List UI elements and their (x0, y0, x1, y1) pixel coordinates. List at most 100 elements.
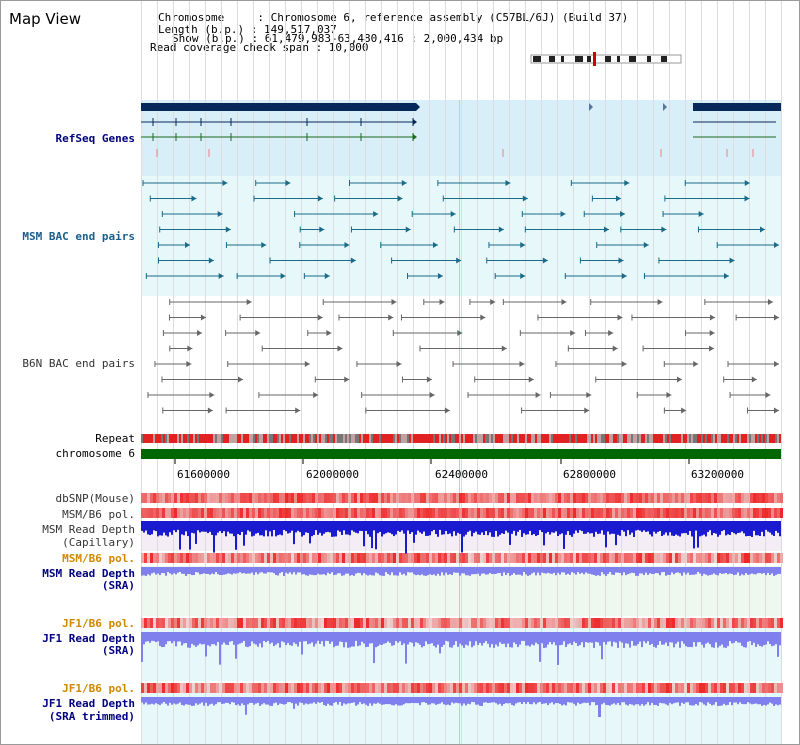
msm-pol-strip (330, 553, 333, 563)
jf1-trimmed-depth-bar (343, 697, 345, 704)
repeat-segment (487, 434, 489, 443)
dbsnp-strip (204, 493, 207, 503)
jf1-pol-strip (246, 618, 249, 628)
repeat-segment (589, 434, 591, 443)
track-label-repeat[interactable]: Repeat (95, 432, 135, 445)
msm-sra-depth-bar (235, 567, 237, 574)
msm-pol-strip (285, 553, 288, 563)
msm-pol-strip (567, 553, 570, 563)
msm-bac-pair-arrow (698, 211, 704, 217)
jf1-sra-depth-bar (349, 632, 351, 648)
b6n-bac-pair-arrow (317, 314, 323, 321)
msm-sra-depth-bar (753, 567, 755, 575)
repeat-segment (221, 434, 223, 443)
dbsnp-strip (375, 493, 378, 503)
msm-sra-depth-bar (411, 567, 413, 573)
jf1-pol-strip (141, 618, 144, 628)
jf1-sra-depth-bar (255, 632, 257, 645)
capillary-depth-bar (597, 521, 599, 534)
msm-sra-depth-bar (391, 567, 393, 573)
dbsnp-strip (639, 493, 642, 503)
msm-pol-strip (249, 508, 252, 518)
track-label-msm-bac[interactable]: MSM BAC end pairs (22, 230, 135, 243)
msm-sra-depth-bar (179, 567, 181, 572)
jf1-sra-depth-bar (431, 632, 433, 644)
jf1-sra-depth-bar (523, 632, 525, 641)
track-label-msm-pol-2[interactable]: MSM/B6 pol. (62, 552, 135, 565)
jf1-pol-strip (507, 618, 510, 628)
jf1-pol-strip (600, 683, 603, 693)
msm-sra-depth-bar (335, 567, 337, 575)
track-label-b6n-bac[interactable]: B6N BAC end pairs (22, 357, 135, 370)
msm-pol-strip (570, 553, 573, 563)
jf1-trimmed-depth-bar (533, 697, 535, 703)
jf1-pol-strip (456, 683, 459, 693)
jf1-pol-strip (576, 683, 579, 693)
msm-sra-depth-bar (683, 567, 685, 573)
jf1-sra-depth-bar (163, 632, 165, 647)
dbsnp-strip (468, 493, 471, 503)
jf1-sra-depth-bar (385, 632, 387, 644)
msm-sra-depth-bar (559, 567, 561, 575)
jf1-pol-strip (537, 683, 540, 693)
track-label-msm-depth-sra[interactable]: MSM Read Depth (42, 567, 135, 580)
capillary-depth-bar (571, 521, 573, 537)
capillary-depth-bar (625, 521, 627, 537)
dbsnp-strip (579, 493, 582, 503)
dbsnp-strip (258, 493, 261, 503)
jf1-sra-depth-bar (225, 632, 227, 645)
msm-pol-strip (414, 508, 417, 518)
msm-bac-pair-arrow (285, 180, 291, 186)
msm-pol-strip (501, 508, 504, 518)
jf1-pol-strip (192, 618, 195, 628)
track-label-jf1-depth-trimmed[interactable]: JF1 Read Depth (42, 697, 135, 710)
capillary-depth-bar (447, 521, 449, 535)
track-label-chromosome[interactable]: chromosome 6 (55, 447, 135, 460)
msm-sra-depth-bar (603, 567, 605, 575)
msm-sra-depth-bar (213, 567, 215, 575)
jf1-trimmed-depth-bar (385, 697, 387, 705)
msm-pol-strip (402, 508, 405, 518)
track-label-refseq[interactable]: RefSeq Genes (55, 132, 135, 145)
jf1-sra-depth-bar (703, 632, 705, 648)
msm-pol-strip (639, 553, 642, 563)
msm-pol-strip (585, 553, 588, 563)
track-label-msm-pol-1[interactable]: MSM/B6 pol. (62, 508, 135, 521)
repeat-segment (745, 434, 747, 443)
msm-sra-depth-bar (233, 567, 235, 574)
msm-sra-depth-bar (677, 567, 679, 573)
track-label-jf1-pol-1[interactable]: JF1/B6 pol. (62, 617, 135, 630)
repeat-segment (209, 434, 211, 443)
jf1-sra-depth-bar (171, 632, 173, 644)
repeat-segment (499, 434, 501, 443)
jf1-sra-depth-bar (455, 632, 457, 642)
jf1-pol-strip (594, 618, 597, 628)
msm-pol-strip (687, 508, 690, 518)
msm-sra-depth-bar (763, 567, 765, 574)
track-label-jf1-depth-sra[interactable]: JF1 Read Depth (42, 632, 135, 645)
msm-sra-depth-bar (687, 567, 689, 573)
dbsnp-strip (522, 493, 525, 503)
msm-pol-strip (492, 508, 495, 518)
msm-pol-strip (240, 508, 243, 518)
repeat-segment (659, 434, 661, 443)
jf1-sra-depth-bar (403, 632, 405, 644)
msm-sra-depth-bar (435, 567, 437, 576)
msm-bac-pair-arrow (774, 242, 779, 248)
msm-sra-depth-bar (349, 567, 351, 576)
track-label-jf1-pol-2[interactable]: JF1/B6 pol. (62, 682, 135, 695)
jf1-trimmed-depth-bar (451, 697, 453, 703)
jf1-pol-strip (144, 683, 147, 693)
track-label-dbsnp[interactable]: dbSNP(Mouse) (55, 492, 135, 505)
msm-sra-depth-bar (267, 567, 269, 573)
repeat-segment (281, 434, 283, 443)
repeat-segment (465, 434, 467, 443)
track-label-msm-depth-capillary[interactable]: MSM Read Depth (42, 523, 135, 536)
msm-sra-depth-bar (513, 567, 515, 574)
jf1-pol-strip (558, 683, 561, 693)
b6n-bac-pair-arrow (426, 376, 432, 383)
msm-pol-strip (555, 508, 558, 518)
capillary-depth-bar (489, 521, 491, 533)
capillary-depth-bar (693, 521, 695, 549)
jf1-pol-strip (189, 683, 192, 693)
